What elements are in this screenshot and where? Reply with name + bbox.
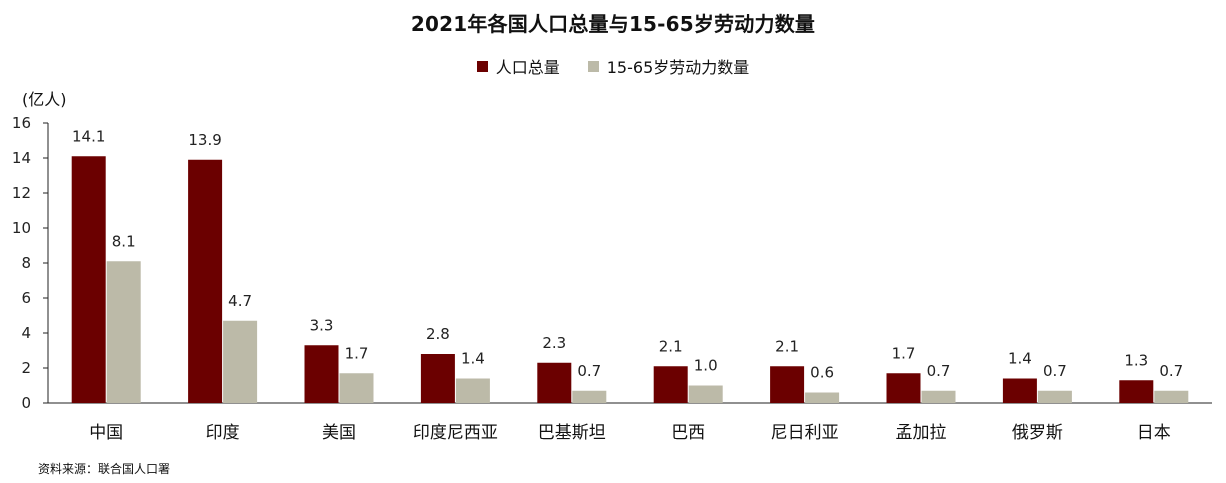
x-tick-label: 俄罗斯	[1012, 423, 1063, 443]
x-tick-label: 美国	[322, 423, 356, 443]
bar-labor-force	[1037, 390, 1072, 403]
y-tick-label: 0	[21, 394, 31, 412]
data-label-labor-force: 4.7	[228, 292, 252, 310]
data-label-population: 1.3	[1124, 351, 1148, 369]
data-label-population: 3.3	[310, 316, 334, 334]
bar-population	[770, 366, 805, 403]
y-tick-label: 2	[21, 359, 31, 377]
bar-population	[420, 354, 455, 403]
legend-item-population: 人口总量	[476, 54, 560, 78]
legend-swatch-population	[476, 60, 488, 72]
data-label-population: 2.3	[542, 334, 566, 352]
bar-population	[1119, 380, 1154, 403]
y-tick-label: 14	[12, 149, 31, 167]
bar-labor-force	[1154, 390, 1189, 403]
data-label-labor-force: 8.1	[112, 232, 136, 250]
y-tick-label: 10	[12, 219, 31, 237]
bar-labor-force	[921, 390, 956, 403]
chart-legend: 人口总量 15-65岁劳动力数量	[0, 54, 1226, 78]
x-tick-label: 巴西	[671, 423, 705, 443]
y-tick-label: 12	[12, 184, 31, 202]
data-label-labor-force: 1.7	[345, 344, 369, 362]
data-label-population: 2.8	[426, 325, 450, 343]
bar-labor-force	[339, 373, 374, 403]
data-label-population: 14.1	[72, 127, 105, 145]
x-tick-label: 中国	[89, 423, 123, 443]
x-tick-label: 印度尼西亚	[413, 423, 498, 443]
data-label-population: 13.9	[188, 131, 221, 149]
y-tick-label: 6	[21, 289, 31, 307]
x-tick-label: 印度	[206, 423, 240, 443]
y-tick-label: 16	[12, 114, 31, 132]
y-axis-unit-label: (亿人)	[22, 90, 67, 109]
x-tick-label: 日本	[1137, 423, 1171, 443]
data-label-labor-force: 1.4	[461, 350, 485, 368]
data-label-labor-force: 1.0	[694, 357, 718, 375]
bar-population	[1002, 378, 1037, 403]
data-label-labor-force: 0.7	[577, 362, 601, 380]
data-label-labor-force: 0.6	[810, 364, 834, 382]
bar-labor-force	[572, 390, 607, 403]
data-label-labor-force: 0.7	[1043, 362, 1067, 380]
bar-population	[304, 345, 339, 403]
data-label-labor-force: 0.7	[927, 362, 951, 380]
legend-swatch-labor-force	[587, 60, 599, 72]
bar-population	[537, 362, 572, 403]
x-tick-label: 尼日利亚	[771, 423, 839, 443]
x-tick-label: 巴基斯坦	[538, 423, 606, 443]
bar-population	[653, 366, 688, 403]
data-label-population: 1.7	[892, 344, 916, 362]
data-label-population: 2.1	[659, 337, 683, 355]
legend-label-population: 人口总量	[495, 58, 560, 77]
bar-labor-force	[223, 320, 258, 403]
bar-labor-force	[106, 261, 141, 403]
data-label-population: 1.4	[1008, 350, 1032, 368]
y-tick-label: 8	[21, 254, 31, 272]
bar-labor-force	[805, 392, 840, 403]
bar-population	[188, 159, 223, 403]
data-label-population: 2.1	[775, 337, 799, 355]
bar-population	[71, 156, 106, 403]
y-tick-label: 4	[21, 324, 31, 342]
bar-labor-force	[688, 385, 723, 403]
chart-title: 2021年各国人口总量与15-65岁劳动力数量	[410, 12, 816, 36]
x-tick-label: 孟加拉	[896, 423, 947, 443]
legend-item-labor-force: 15-65岁劳动力数量	[587, 54, 750, 78]
legend-label-labor-force: 15-65岁劳动力数量	[606, 58, 750, 77]
bar-population	[886, 373, 921, 403]
data-label-labor-force: 0.7	[1159, 362, 1183, 380]
bar-labor-force	[455, 378, 490, 403]
source-note: 资料来源：联合国人口署	[38, 462, 171, 476]
